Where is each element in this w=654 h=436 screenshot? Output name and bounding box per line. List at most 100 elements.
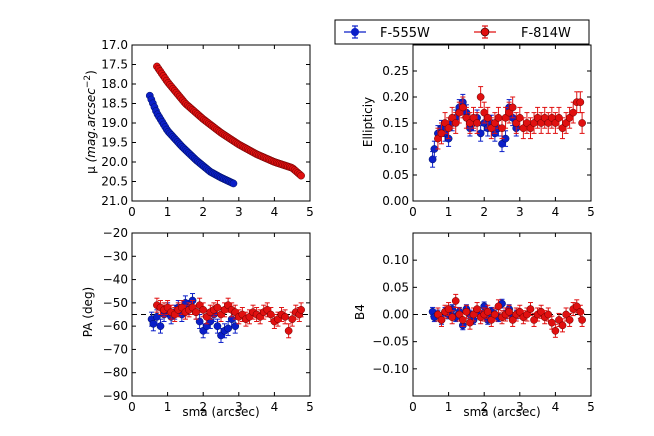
panel-sb-point-f814w xyxy=(297,171,305,180)
panel-sb-ytick-label: 18.5 xyxy=(101,97,128,111)
legend-entry-f814w: F-814W xyxy=(474,25,571,41)
panel-b4-point-f814w xyxy=(551,326,560,335)
panel-pa-point-f555w xyxy=(224,324,232,333)
panel-pa-xtick-label: 2 xyxy=(199,400,207,414)
panel-sb-xtick-label: 0 xyxy=(128,205,136,219)
panel-pa-xtick-label: 5 xyxy=(306,400,314,414)
panel-b4-point-f814w xyxy=(451,297,460,305)
panel-pa-point-f555w xyxy=(156,322,165,330)
panel-pa-ytick-label: −90 xyxy=(103,389,128,403)
panel-pa-xtick-label: 1 xyxy=(164,400,172,414)
panel-ellipticity: Ellipticiy 0 1 2 3 4 5 0.00 0.05 0.10 0.15 0.20 0.2… xyxy=(361,44,595,219)
panel-ellipticity-ytick-label: 0.10 xyxy=(382,142,409,156)
panel-ellipticity-ytick-label: 0.20 xyxy=(382,90,409,104)
panel-pa-point-f814w xyxy=(281,312,289,321)
panel-position-angle: PA (deg) sma (arcsec) 0 1 2 3 4 5 −90 −80 −70 −60… xyxy=(81,226,314,419)
panel-b4-ytick-label: 0.05 xyxy=(382,280,409,294)
sb-ylabel: μ (mag.arcsec−2) xyxy=(83,70,98,174)
legend-box xyxy=(334,19,590,45)
panel-pa-point-f814w xyxy=(297,305,305,314)
panel-ellipticity-ytick-label: 0.00 xyxy=(382,194,409,208)
panel-b4-point-f814w xyxy=(526,305,535,313)
panel-pa-xtick-label: 0 xyxy=(128,400,136,414)
panel-b4-point-f814w xyxy=(494,302,503,311)
panel-pa-point-f555w xyxy=(153,312,161,321)
panel-b4-point-f814w xyxy=(466,318,474,327)
panel-ellipticity-point-f814w xyxy=(473,119,481,127)
legend-entry-f555w: F-555W xyxy=(344,25,430,41)
panel-sb-ytick-label: 18.0 xyxy=(101,77,128,91)
panel-ellipticity-point-f814w xyxy=(578,119,586,127)
panel-pa-ytick-label: −70 xyxy=(103,342,128,356)
panel-b4-xtick-label: 3 xyxy=(516,400,524,414)
panel-b4-point-f814w xyxy=(437,316,446,324)
panel-sb-ytick-label: 20.0 xyxy=(101,155,128,169)
panel-b4-ytick-label: −0.10 xyxy=(372,362,409,376)
panel-b4-xtick-label: 0 xyxy=(409,400,417,414)
panel-b4-point-f814w xyxy=(444,305,453,313)
panel-b4-point-f814w xyxy=(491,310,499,319)
ellipticity-ylabel: Ellipticiy xyxy=(361,97,375,147)
panel-sb-xtick-label: 2 xyxy=(199,205,207,219)
panel-sb-xtick-label: 5 xyxy=(306,205,314,219)
panel-pa-ytick-label: −80 xyxy=(103,366,128,380)
b4-xlabel: sma (arcsec) xyxy=(463,405,540,419)
panel-ellipticity-point-f555w xyxy=(428,155,437,164)
panel-ellipticity-point-f814w xyxy=(576,98,585,107)
panel-ellipticity-xtick-label: 3 xyxy=(516,205,524,219)
panel-b4-point-f814w xyxy=(505,307,513,316)
panel-ellipticity-xtick-label: 0 xyxy=(409,205,417,219)
panel-b4-xtick-label: 1 xyxy=(445,400,453,414)
panel-b4-point-f814w xyxy=(462,307,471,316)
pa-xlabel: sma (arcsec) xyxy=(182,405,259,419)
panel-b4-point-f814w xyxy=(458,316,467,324)
panel-ellipticity-point-f814w xyxy=(508,103,517,112)
legend-marker-f555w xyxy=(351,28,359,36)
panel-pa-point-f814w xyxy=(284,326,293,335)
panel-sb-ytick-label: 19.0 xyxy=(101,116,128,130)
panel-b4-point-f814w xyxy=(544,310,553,319)
panel-b4: B4 sma (arcsec) 0 1 2 3 4 5 −0.10 −0.05 0.00 0.05… xyxy=(353,232,595,419)
legend-label-f814w: F-814W xyxy=(521,26,571,41)
panel-b4-point-f814w xyxy=(576,307,585,316)
panel-b4-xtick-label: 2 xyxy=(480,400,488,414)
panel-pa-xtick-label: 4 xyxy=(271,400,279,414)
panel-b4-point-f814w xyxy=(547,318,556,327)
legend-marker-f814w xyxy=(480,27,490,37)
panel-ellipticity-ytick-label: 0.25 xyxy=(382,64,409,78)
panel-ellipticity-ytick-label: 0.05 xyxy=(382,168,409,182)
panel-ellipticity-xtick-label: 5 xyxy=(587,205,595,219)
panel-ellipticity-point-f814w xyxy=(476,93,485,101)
panel-pa-point-f555w xyxy=(195,317,204,326)
panel-b4-point-f814w xyxy=(578,316,586,324)
b4-ylabel: B4 xyxy=(353,304,367,320)
panel-b4-point-f814w xyxy=(565,316,574,324)
panel-b4-xtick-label: 4 xyxy=(552,400,560,414)
pa-ylabel: PA (deg) xyxy=(81,287,95,337)
panel-sb-ytick-label: 17.0 xyxy=(101,38,128,52)
panel-pa-point-f555w xyxy=(231,322,240,330)
panel-pa-ytick-label: −60 xyxy=(103,319,128,333)
panel-sb-ytick-label: 21.0 xyxy=(101,194,128,208)
panel-sb-ytick-label: 20.5 xyxy=(101,175,128,189)
panel-b4-point-f814w xyxy=(448,313,457,322)
panel-pa-ytick-label: −30 xyxy=(103,249,128,263)
panel-b4-xtick-label: 5 xyxy=(587,400,595,414)
panel-ellipticity-ytick-label: 0.15 xyxy=(382,116,409,130)
panel-b4-ytick-label: 0.00 xyxy=(382,308,409,322)
panel-ellipticity-xtick-label: 2 xyxy=(480,205,488,219)
panel-pa-ytick-label: −40 xyxy=(103,273,128,287)
panel-pa-xtick-label: 3 xyxy=(235,400,243,414)
legend-label-f555w: F-555W xyxy=(380,26,430,41)
panel-pa-point-f555w xyxy=(213,322,222,330)
panel-b4-point-f814w xyxy=(473,305,481,313)
panel-sb-ytick-label: 17.5 xyxy=(101,58,128,72)
panel-sb-xtick-label: 3 xyxy=(235,205,243,219)
panel-ellipticity-xtick-label: 4 xyxy=(552,205,560,219)
panel-b4-ytick-label: −0.05 xyxy=(372,335,409,349)
panel-b4-point-f814w xyxy=(558,321,567,330)
panel-sb-ytick-label: 19.5 xyxy=(101,136,128,150)
panel-sb-point-f555w xyxy=(229,179,238,188)
panel-b4-ytick-label: 0.10 xyxy=(382,253,409,267)
